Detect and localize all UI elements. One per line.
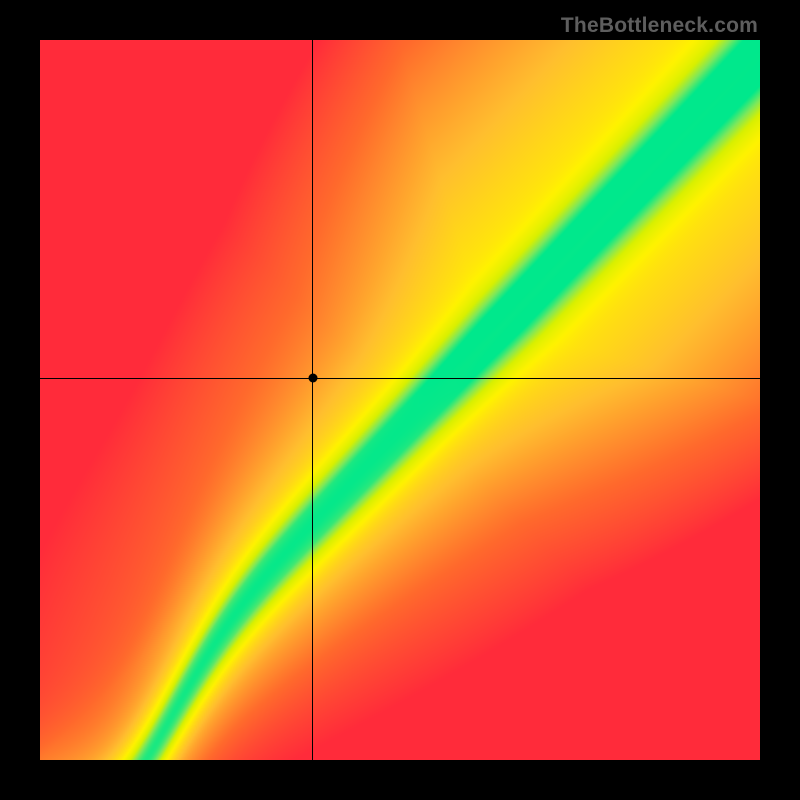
chart-frame: TheBottleneck.com [0, 0, 800, 800]
heatmap-canvas [40, 40, 760, 760]
watermark-text: TheBottleneck.com [561, 14, 758, 38]
heatmap-plot-area [40, 40, 760, 760]
